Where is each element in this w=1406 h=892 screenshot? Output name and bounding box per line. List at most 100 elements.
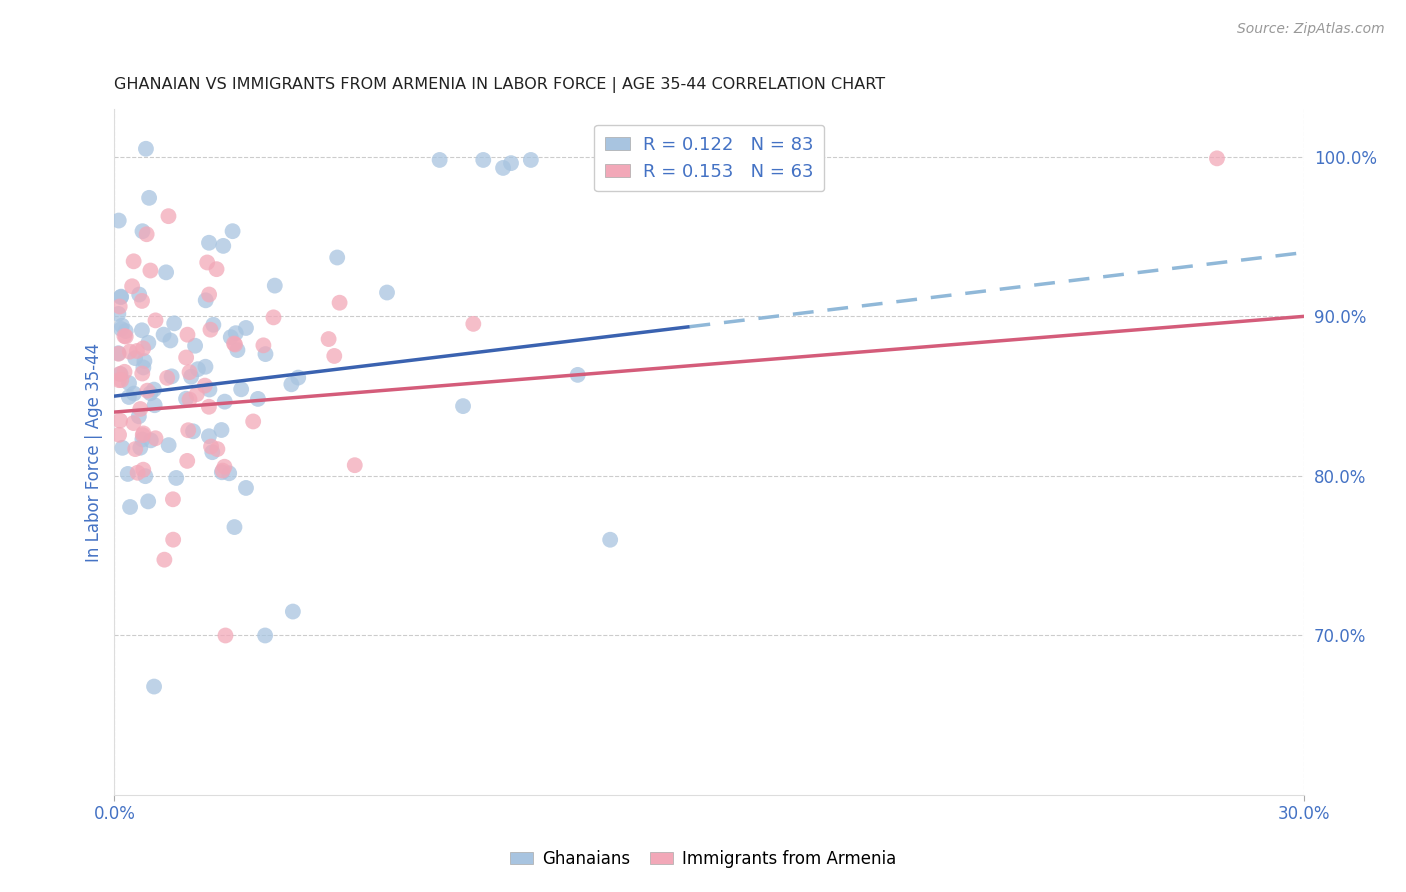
Point <box>200 440 222 454</box>
Point <box>567 368 589 382</box>
Point <box>195 255 218 269</box>
Point <box>108 427 131 442</box>
Point <box>225 326 247 341</box>
Point <box>198 287 221 301</box>
Point <box>135 142 157 156</box>
Point <box>129 441 152 455</box>
Point <box>343 458 366 473</box>
Point <box>132 360 155 375</box>
Point <box>211 464 233 478</box>
Point <box>214 628 236 642</box>
Point <box>323 349 346 363</box>
Point <box>214 459 236 474</box>
Point <box>122 416 145 430</box>
Point <box>114 324 136 338</box>
Point <box>520 153 543 167</box>
Point <box>318 332 340 346</box>
Point <box>224 337 246 351</box>
Point <box>112 329 135 343</box>
Point <box>134 469 156 483</box>
Point <box>108 373 131 387</box>
Point <box>179 365 201 379</box>
Point <box>280 377 302 392</box>
Point <box>163 316 186 330</box>
Point <box>177 423 200 437</box>
Point <box>117 467 139 481</box>
Point <box>254 347 277 361</box>
Point <box>226 343 249 357</box>
Point <box>160 369 183 384</box>
Point <box>118 344 141 359</box>
Point <box>143 398 166 412</box>
Point <box>156 371 179 385</box>
Point <box>174 392 197 406</box>
Point <box>201 445 224 459</box>
Point <box>1206 152 1229 166</box>
Point <box>214 394 236 409</box>
Point <box>139 434 162 448</box>
Point <box>252 338 274 352</box>
Point <box>198 235 221 250</box>
Point <box>132 463 155 477</box>
Point <box>107 307 129 321</box>
Point <box>180 369 202 384</box>
Point <box>153 552 176 566</box>
Point <box>198 383 221 397</box>
Point <box>127 466 149 480</box>
Point <box>139 263 162 277</box>
Point <box>136 335 159 350</box>
Point <box>222 336 245 351</box>
Point <box>263 310 285 325</box>
Point <box>135 227 157 242</box>
Legend: Ghanaians, Immigrants from Armenia: Ghanaians, Immigrants from Armenia <box>503 844 903 875</box>
Point <box>202 318 225 332</box>
Point <box>218 467 240 481</box>
Point <box>499 156 522 170</box>
Point <box>111 318 134 333</box>
Point <box>111 441 134 455</box>
Point <box>174 351 197 365</box>
Point <box>263 278 285 293</box>
Point <box>451 399 474 413</box>
Point <box>145 431 167 445</box>
Point <box>110 322 132 336</box>
Point <box>132 342 155 356</box>
Point <box>145 313 167 327</box>
Y-axis label: In Labor Force | Age 35-44: In Labor Force | Age 35-44 <box>86 343 103 562</box>
Point <box>114 329 136 343</box>
Point <box>108 367 131 381</box>
Point <box>138 191 160 205</box>
Point <box>110 373 132 387</box>
Point <box>472 153 495 167</box>
Point <box>110 290 132 304</box>
Point <box>162 533 184 547</box>
Text: Source: ZipAtlas.com: Source: ZipAtlas.com <box>1237 22 1385 37</box>
Point <box>184 339 207 353</box>
Point <box>287 370 309 384</box>
Point <box>107 346 129 360</box>
Point <box>176 454 198 468</box>
Point <box>246 392 269 406</box>
Point <box>107 213 129 227</box>
Point <box>242 414 264 428</box>
Legend: R = 0.122   N = 83, R = 0.153   N = 63: R = 0.122 N = 83, R = 0.153 N = 63 <box>595 125 824 192</box>
Point <box>131 224 153 238</box>
Point <box>186 387 208 401</box>
Point <box>136 494 159 508</box>
Point <box>207 442 229 456</box>
Point <box>281 605 304 619</box>
Point <box>221 224 243 238</box>
Point <box>165 471 187 485</box>
Point <box>219 330 242 344</box>
Point <box>205 262 228 277</box>
Point <box>157 209 180 223</box>
Point <box>429 153 451 167</box>
Point <box>128 409 150 424</box>
Point <box>131 433 153 447</box>
Point <box>110 367 132 381</box>
Point <box>108 414 131 428</box>
Point <box>326 251 349 265</box>
Point <box>235 481 257 495</box>
Point <box>212 239 235 253</box>
Point <box>131 293 153 308</box>
